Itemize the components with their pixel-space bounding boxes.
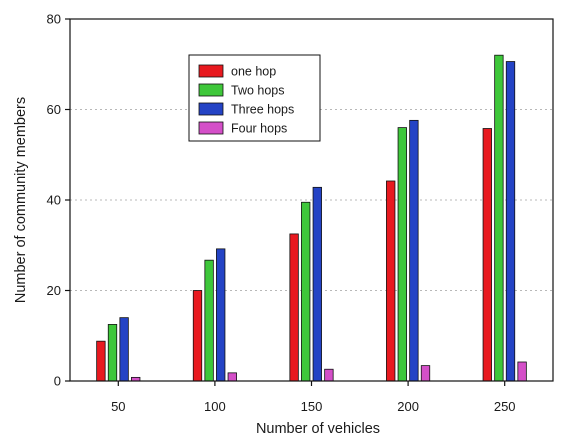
bar-four-hops-250 [517,361,527,382]
x-tick-label: 50 [111,399,125,414]
bar-two-hops-50 [107,324,118,382]
y-tick-label: 40 [47,193,61,208]
x-tick-label: 100 [204,399,226,414]
bar-three-hops-200 [409,119,419,382]
bar-one-hop-150 [289,233,299,382]
y-tick-label: 0 [54,374,61,389]
x-axis-ticks: 50 100 150 200 250 [111,381,516,414]
bar-two-hops-100 [204,259,214,382]
x-tick-label: 200 [397,399,419,414]
y-tick-label: 60 [47,102,61,117]
x-tick-label: 150 [301,399,323,414]
legend-label: Three hops [231,103,294,117]
bars [96,54,527,382]
bar-one-hop-100 [192,290,203,382]
bar-one-hop-200 [386,180,396,382]
bar-four-hops-100 [227,372,237,382]
legend-swatch [198,64,224,78]
legend-label: one hop [231,65,276,79]
x-tick-label: 250 [494,399,516,414]
bar-four-hops-200 [420,365,431,382]
legend-swatch [198,102,224,116]
bar-two-hops-200 [397,127,407,382]
y-tick-label: 80 [47,12,61,27]
legend-label: Two hops [231,84,285,98]
bar-two-hops-250 [494,54,504,382]
legend-swatch [198,83,224,97]
legend: one hop Two hops Three hops Four hops [188,54,321,142]
y-tick-label: 20 [47,283,61,298]
bar-three-hops-50 [119,317,129,382]
legend-swatch [198,121,224,135]
legend-label: Four hops [231,122,287,136]
y-axis-ticks: 0 20 40 60 80 [47,12,70,389]
y-axis-title: Number of community members [13,97,29,303]
bar-one-hop-250 [482,128,492,382]
bar-three-hops-100 [216,248,226,382]
bar-three-hops-250 [505,61,516,382]
bar-two-hops-150 [301,201,311,382]
x-axis-title: Number of vehicles [256,421,380,437]
bar-three-hops-150 [312,186,322,382]
bar-one-hop-50 [96,340,106,382]
bar-four-hops-150 [324,368,334,382]
